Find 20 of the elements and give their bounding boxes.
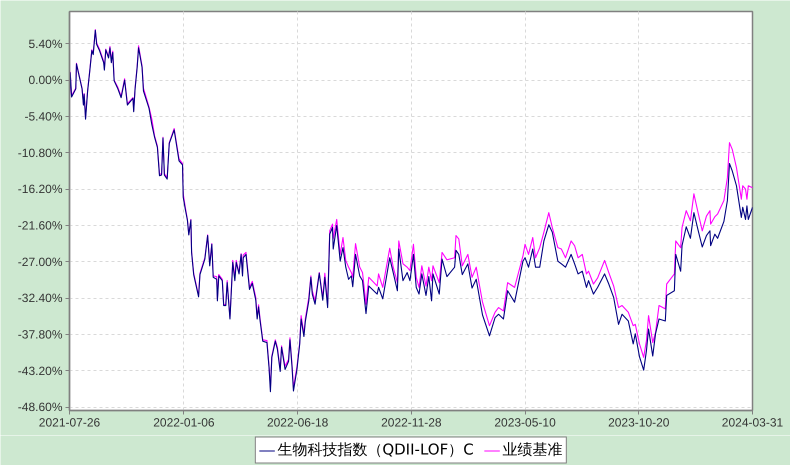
y-tick-label: -16.20% [18,182,63,196]
y-tick-label: -27.00% [18,254,63,269]
x-tick-label: 2022-06-18 [266,416,329,430]
y-tick-label: -48.60% [18,400,63,414]
y-tick-label: 0.00% [28,73,63,88]
y-tick-label: -32.40% [18,291,63,306]
y-tick-label: 5.40% [28,36,63,51]
x-tick-label: 2021-07-26 [38,416,101,430]
y-tick-label: -21.60% [18,218,63,232]
y-tick-label: -43.20% [18,364,63,378]
y-tick-label: -37.80% [18,327,63,342]
x-tick-label: 2024-03-31 [722,416,784,430]
x-tick-label: 2023-10-20 [608,416,670,430]
x-tick-label: 2022-01-06 [153,416,215,430]
legend-label: 生物科技指数（QDII-LOF）C [277,440,474,460]
legend-label: 业绩基准 [502,440,563,460]
x-tick-label: 2022-11-28 [381,416,442,430]
x-tick-label: 2023-05-10 [494,416,556,430]
y-tick-label: -5.40% [24,109,63,124]
y-tick-label: -10.80% [18,146,63,160]
